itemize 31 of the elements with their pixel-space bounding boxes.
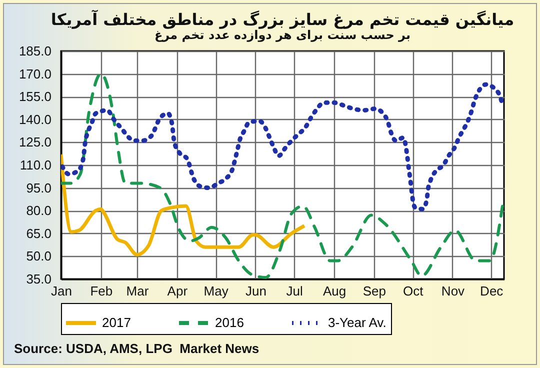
x-tick-label: Sep: [362, 284, 386, 298]
x-tick-label: Aug: [322, 284, 346, 298]
line-series: [61, 82, 504, 212]
x-tick-label: Apr: [167, 284, 188, 298]
x-tick-label: Mar: [126, 284, 150, 298]
source-note: Source: USDA, AMS, LPG Market News: [14, 341, 260, 356]
legend-label: 3-Year Av.: [328, 315, 386, 330]
x-tick-label: Feb: [90, 284, 113, 298]
y-tick-label: 125.0: [18, 134, 52, 150]
y-tick-label: 140.0: [18, 112, 52, 127]
x-tick-label: Jun: [245, 284, 266, 298]
x-tick-label: Dec: [480, 284, 504, 298]
y-tick-label: 50.0: [26, 248, 52, 264]
x-tick-label: Nov: [441, 284, 466, 298]
legend-label: 2017: [102, 315, 131, 330]
y-tick-label: 155.0: [18, 89, 52, 104]
chart-subtitle: بر حسب سنت برای هر دوازده عدد تخم مرغ: [154, 28, 411, 42]
y-tick-label: 110.0: [20, 158, 52, 172]
x-tick-label: May: [204, 284, 229, 298]
y-tick-label: 95.0: [26, 180, 52, 196]
x-tick-label: Oct: [402, 284, 424, 298]
x-tick-label: Jan: [51, 284, 72, 298]
x-tick-label: Jul: [286, 284, 304, 298]
line-series: [61, 152, 306, 256]
y-tick-label: 65.0: [26, 226, 52, 241]
chart-title: میانگین قیمت تخم مرغ سایز بزرگ در مناطق مختلف آمریکا: [50, 9, 514, 29]
y-tick-label: 185.0: [18, 44, 52, 58]
legend-label: 2016: [215, 315, 244, 330]
y-tick-label: 170.0: [18, 66, 52, 82]
y-tick-label: 80.0: [26, 203, 52, 218]
y-tick-label: 35.0: [26, 272, 52, 286]
